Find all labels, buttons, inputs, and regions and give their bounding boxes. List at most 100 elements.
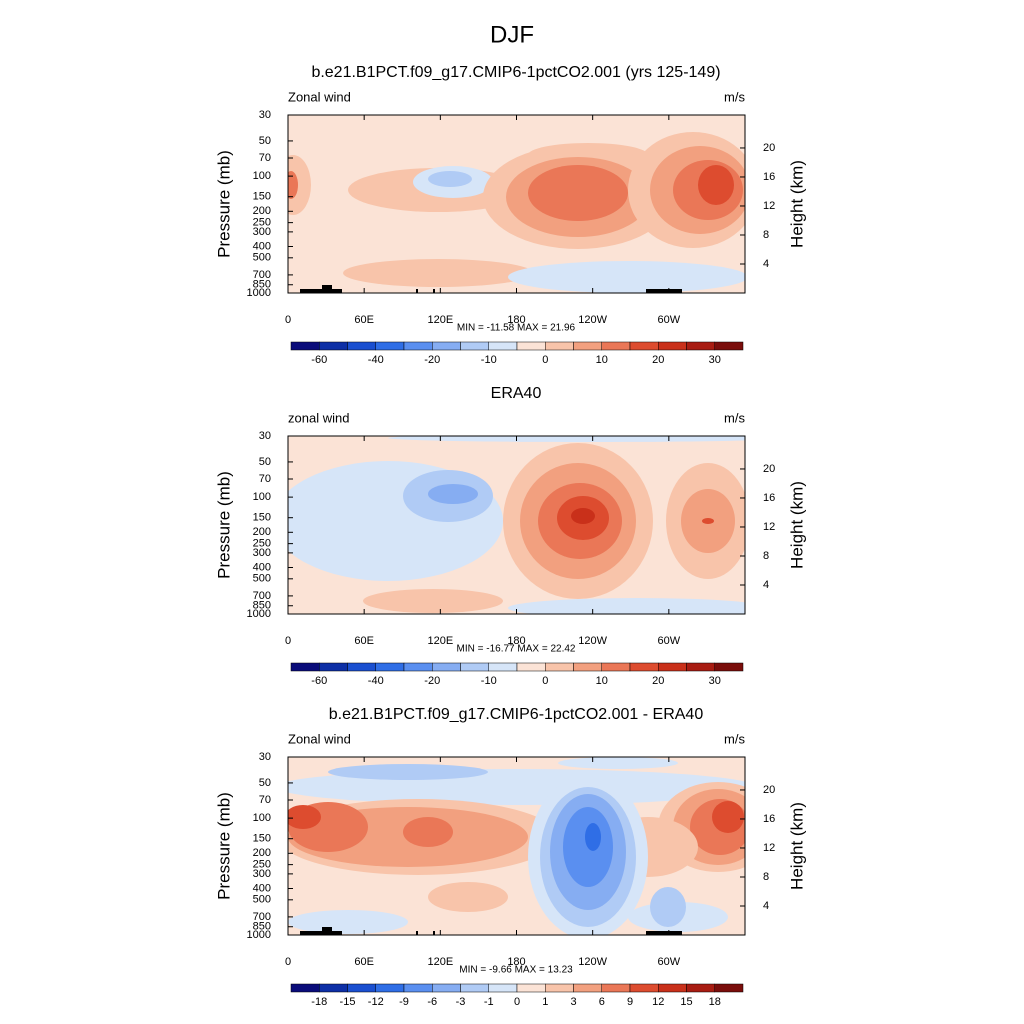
y2-axis-label: Height (km) (787, 160, 806, 248)
colorbar-swatch (290, 662, 320, 672)
colorbar-swatch (573, 341, 602, 351)
colorbar-swatch (573, 983, 602, 993)
colorbar-swatch (290, 983, 320, 993)
colorbar-label: -10 (481, 354, 497, 366)
contour-region (650, 887, 686, 927)
x-tick-label: 0 (285, 956, 291, 968)
x-tick-label: 0 (285, 635, 291, 647)
contour-region (508, 261, 745, 293)
colorbar-swatch (686, 662, 715, 672)
y2-tick-label: 16 (763, 492, 775, 504)
colorbar-swatch (714, 662, 744, 672)
contour-field (288, 436, 745, 614)
y-tick-label: 700 (253, 269, 271, 281)
x-tick-label: 120E (427, 956, 453, 968)
y-tick-label: 50 (259, 456, 271, 468)
y2-tick-label: 20 (763, 463, 775, 475)
colorbar-swatch (319, 983, 348, 993)
colorbar-label: -1 (484, 996, 494, 1008)
panel-title: ERA40 (491, 385, 542, 402)
y-tick-label: 300 (253, 868, 271, 880)
y-tick-label: 70 (259, 473, 271, 485)
colorbar-label: 10 (596, 354, 608, 366)
colorbar-label: -20 (424, 354, 440, 366)
left-label: Zonal wind (288, 731, 351, 746)
colorbar-swatch (601, 662, 631, 672)
topography (416, 931, 418, 935)
colorbar-swatch (460, 341, 489, 351)
colorbar-swatch (545, 341, 574, 351)
colorbar-label: 1 (542, 996, 548, 1008)
colorbar-label: 15 (680, 996, 692, 1008)
y-tick-label: 250 (253, 217, 271, 229)
y2-tick-label: 4 (763, 900, 769, 912)
topography (646, 931, 682, 935)
colorbar-swatch (403, 983, 433, 993)
y2-tick-label: 16 (763, 171, 775, 183)
contour-field (288, 115, 745, 293)
y-tick-label: 250 (253, 538, 271, 550)
contour-region (712, 801, 744, 833)
colorbar-swatch (347, 341, 376, 351)
colorbar-swatch (714, 341, 744, 351)
y-tick-label: 70 (259, 794, 271, 806)
colorbar-label: -3 (456, 996, 466, 1008)
colorbar-label: -18 (311, 996, 327, 1008)
y-tick-label: 700 (253, 590, 271, 602)
colorbar-label: 12 (652, 996, 664, 1008)
colorbar-swatch (319, 341, 348, 351)
topography (646, 289, 682, 293)
colorbar-swatch (516, 341, 546, 351)
y-tick-label: 300 (253, 226, 271, 238)
stats: MIN = -9.66 MAX = 13.23 (459, 965, 573, 976)
contour-region (428, 171, 472, 187)
x-tick-label: 60W (658, 314, 681, 326)
colorbar-swatch (658, 983, 687, 993)
colorbar-label: -15 (340, 996, 356, 1008)
y-tick-label: 850 (253, 279, 271, 291)
contour-region (363, 589, 503, 613)
x-tick-label: 180 (507, 635, 525, 647)
y2-tick-label: 20 (763, 784, 775, 796)
y-tick-label: 200 (253, 847, 271, 859)
contour-region (403, 817, 453, 847)
colorbar-label: 10 (596, 675, 608, 687)
panel: b.e21.B1PCT.f09_g17.CMIP6-1pctCO2.001 (y… (214, 64, 806, 366)
x-tick-label: 60E (354, 635, 374, 647)
y-tick-label: 200 (253, 205, 271, 217)
y-tick-label: 700 (253, 911, 271, 923)
y-tick-label: 50 (259, 135, 271, 147)
y-tick-label: 150 (253, 833, 271, 845)
topography (322, 927, 332, 935)
y-tick-label: 850 (253, 921, 271, 933)
contour-region (571, 508, 595, 524)
colorbar-swatch (686, 983, 715, 993)
figure-title: DJF (490, 21, 534, 48)
contour-region (702, 518, 714, 524)
colorbar-label: -40 (368, 354, 384, 366)
colorbar-swatch (432, 983, 461, 993)
colorbar-swatch (375, 983, 405, 993)
y-tick-label: 200 (253, 526, 271, 538)
y2-tick-label: 12 (763, 842, 775, 854)
colorbar-label: -60 (311, 675, 327, 687)
contour-region (288, 805, 321, 829)
y2-tick-label: 12 (763, 200, 775, 212)
colorbar-label: 20 (652, 354, 664, 366)
y-tick-label: 150 (253, 191, 271, 203)
colorbar-swatch (319, 662, 348, 672)
y2-axis-label: Height (km) (787, 802, 806, 890)
y-tick-label: 1000 (247, 608, 271, 620)
x-tick-label: 180 (507, 314, 525, 326)
colorbar-swatch (432, 341, 461, 351)
y-tick-label: 250 (253, 859, 271, 871)
colorbar-swatch (488, 662, 518, 672)
left-label: zonal wind (288, 410, 349, 425)
y-tick-label: 50 (259, 777, 271, 789)
y2-tick-label: 4 (763, 258, 769, 270)
y2-axis-label: Height (km) (787, 481, 806, 569)
x-tick-label: 120W (578, 314, 607, 326)
y-tick-label: 400 (253, 882, 271, 894)
